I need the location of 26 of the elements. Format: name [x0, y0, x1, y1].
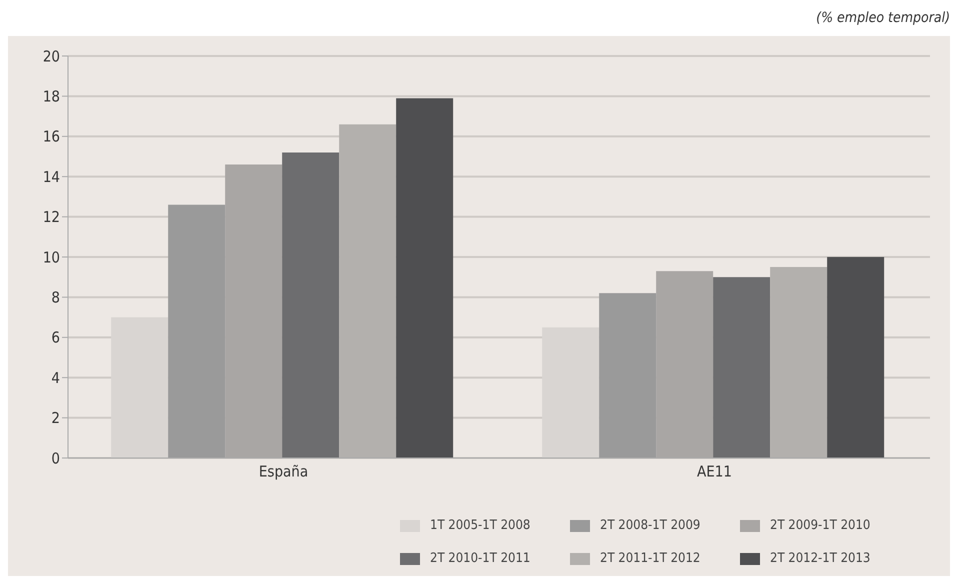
- legend-label: 1T 2005-1T 2008: [430, 518, 530, 533]
- y-tick-label: 4: [51, 368, 60, 387]
- x-tick-label: AE11: [697, 462, 732, 481]
- bar: [713, 277, 770, 458]
- y-tick-label: 20: [42, 47, 60, 66]
- legend-label: 2T 2010-1T 2011: [430, 551, 530, 566]
- bar: [396, 98, 454, 458]
- bar: [599, 293, 656, 458]
- y-tick-label: 16: [42, 128, 60, 146]
- y-tick-label: 2: [51, 409, 60, 428]
- legend-label: 2T 2009-1T 2010: [770, 518, 870, 533]
- y-tick-label: 10: [42, 248, 60, 266]
- y-tick-label: 18: [42, 88, 60, 106]
- legend-label: 2T 2012-1T 2013: [770, 551, 870, 566]
- y-tick-label: 6: [51, 328, 60, 347]
- bar: [827, 257, 884, 458]
- y-tick-label: 8: [51, 288, 60, 307]
- bar: [282, 152, 340, 458]
- y-tick-label: 0: [51, 449, 60, 468]
- legend-label: 2T 2011-1T 2012: [600, 551, 700, 566]
- y-tick-label: 14: [42, 168, 60, 186]
- x-tick-label: España: [258, 462, 308, 481]
- legend-label: 2T 2008-1T 2009: [600, 518, 700, 533]
- bar: [168, 204, 226, 458]
- y-tick-label: 12: [42, 208, 60, 226]
- chart-subtitle: (% empleo temporal): [815, 9, 950, 28]
